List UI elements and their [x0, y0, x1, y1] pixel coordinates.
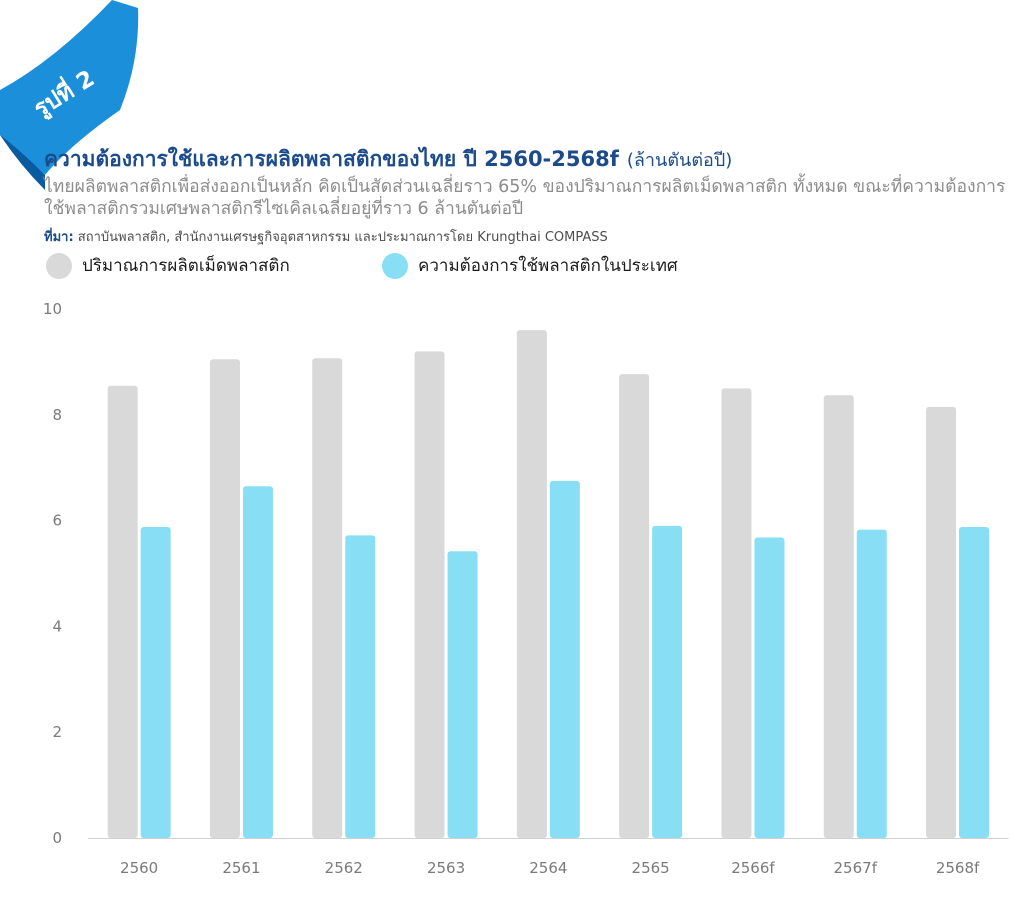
- bar-demand: [447, 551, 478, 838]
- x-tick-label: 2568f: [936, 859, 980, 877]
- bar-production: [926, 406, 957, 838]
- source-label: ที่มา:: [44, 230, 74, 245]
- bar-chart: 0 2 4 6 8 10 2560 2561 2562 2563 2564 2565 2566f 2567…: [43, 300, 1009, 877]
- chart-subtitle: ไทยผลิตพลาสติกเพื่อส่งออกเป็นหลัก คิดเป็…: [44, 177, 1006, 219]
- legend-swatch-demand: [382, 252, 408, 279]
- figure-badge: รูปที่ 2: [0, 0, 139, 190]
- title-main: ความต้องการใช้และการผลิตพลาสติกของไทย ปี…: [44, 147, 619, 171]
- x-tick-label: 2560: [120, 859, 158, 877]
- y-tick-label: 10: [43, 300, 62, 318]
- bar-production: [619, 374, 650, 838]
- y-tick-label: 8: [52, 406, 62, 424]
- bar-production: [414, 351, 445, 838]
- y-tick-label: 4: [52, 617, 62, 635]
- x-tick-label: 2563: [427, 859, 465, 877]
- title-unit: (ล้านตันต่อปี): [626, 150, 733, 171]
- y-tick-label: 6: [52, 512, 62, 530]
- bar-demand: [345, 535, 376, 838]
- bar-demand: [140, 526, 171, 838]
- x-tick-label: 2564: [529, 859, 567, 877]
- bar-production: [209, 359, 240, 838]
- bar-demand: [959, 526, 990, 838]
- source-text: สถาบันพลาสติก, สำนักงานเศรษฐกิจอุตสาหกรร…: [77, 230, 608, 245]
- bar-production: [721, 388, 752, 838]
- bar-production: [107, 385, 138, 838]
- ribbon-shape: [0, 0, 139, 175]
- bar-demand: [242, 486, 273, 838]
- bar-production: [516, 330, 547, 838]
- legend-item-demand: ความต้องการใช้พลาสติกในประเทศ: [382, 252, 678, 279]
- bar-production: [312, 358, 343, 838]
- x-tick-label: 2562: [325, 859, 363, 877]
- bar-demand: [754, 537, 785, 838]
- bar-production: [823, 395, 854, 838]
- legend-label-demand: ความต้องการใช้พลาสติกในประเทศ: [418, 256, 678, 276]
- x-tick-label: 2565: [632, 859, 670, 877]
- legend-label-production: ปริมาณการผลิตเม็ดพลาสติก: [82, 256, 290, 276]
- bar-demand: [856, 529, 887, 838]
- x-tick-label: 2561: [222, 859, 260, 877]
- y-tick-label: 2: [52, 723, 62, 741]
- y-tick-label: 0: [52, 829, 62, 847]
- legend-swatch-production: [46, 252, 72, 279]
- x-tick-label: 2566f: [731, 859, 775, 877]
- bar-demand: [652, 525, 683, 838]
- legend-item-production: ปริมาณการผลิตเม็ดพลาสติก: [46, 252, 290, 279]
- chart-title: ความต้องการใช้และการผลิตพลาสติกของไทย ปี…: [44, 143, 732, 176]
- source-note: ที่มา: สถาบันพลาสติก, สำนักงานเศรษฐกิจอุ…: [44, 226, 608, 247]
- x-tick-label: 2567f: [834, 859, 878, 877]
- bar-demand: [549, 480, 580, 838]
